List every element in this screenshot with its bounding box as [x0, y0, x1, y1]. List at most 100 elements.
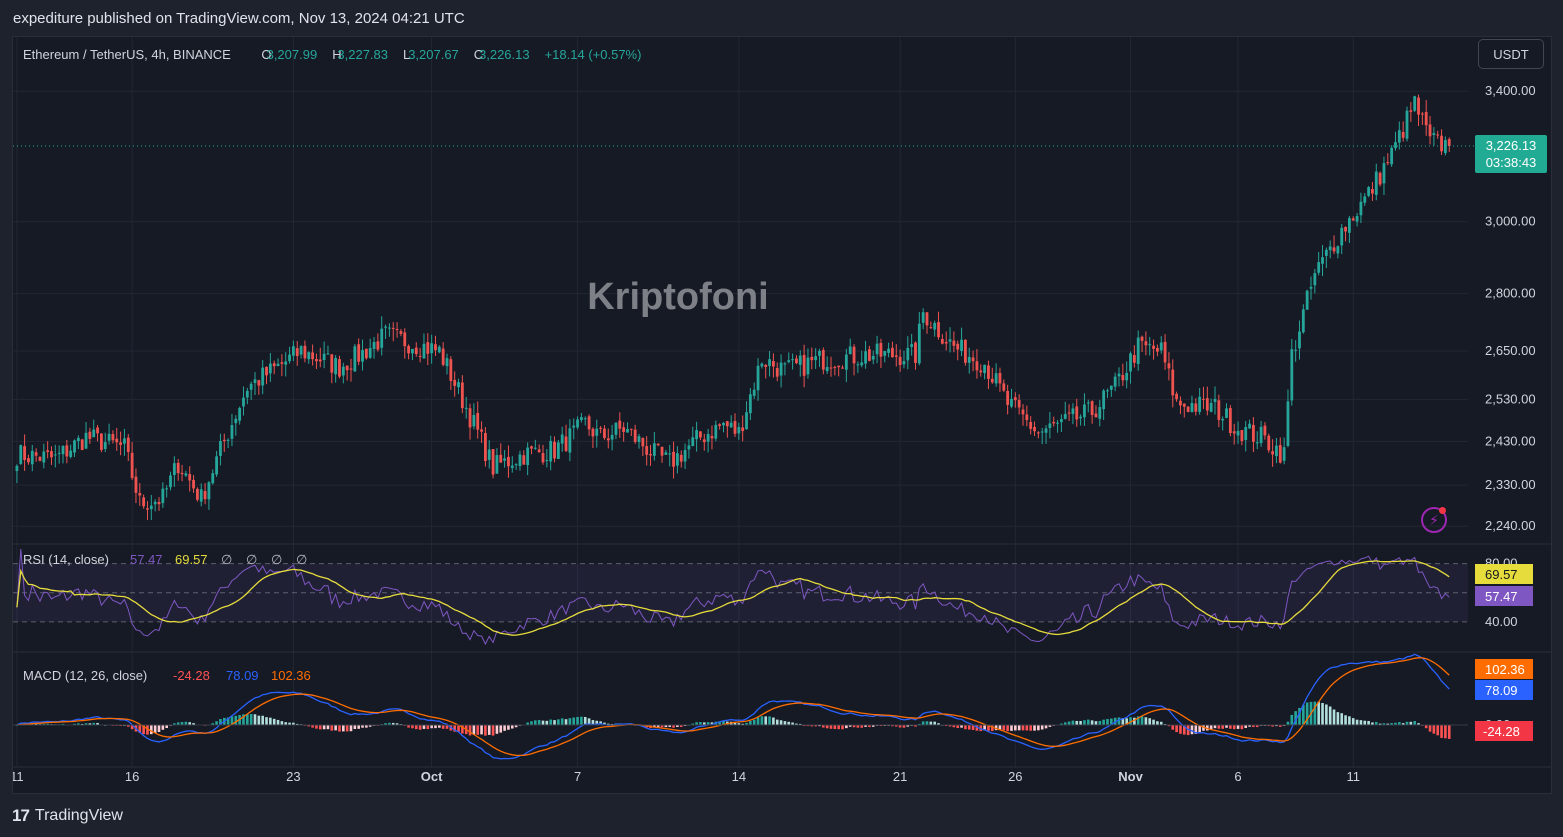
macd-hist-bar — [1236, 725, 1240, 729]
macd-hist-bar — [242, 714, 245, 725]
macd-hist-bar — [829, 725, 833, 729]
candle — [1240, 429, 1244, 446]
candle-body — [1217, 400, 1221, 420]
candle — [768, 351, 771, 377]
macd-hist-bar — [1067, 721, 1071, 725]
currency-button[interactable]: USDT — [1478, 39, 1544, 69]
candle — [453, 371, 457, 397]
macd-hist-bar — [1302, 704, 1305, 725]
macd-hist-bar — [276, 719, 280, 725]
candle — [902, 350, 906, 369]
candle — [810, 347, 814, 370]
candle — [1213, 386, 1217, 415]
candle-body — [1340, 227, 1344, 246]
candle — [1075, 398, 1079, 427]
candle — [614, 422, 618, 440]
macd-hist-bar — [983, 725, 986, 731]
candle-body — [1010, 398, 1013, 407]
candle — [138, 483, 142, 506]
candle — [1244, 420, 1248, 452]
macd-hist-bar — [1305, 702, 1309, 725]
candle-body — [1113, 376, 1117, 387]
chart-canvas[interactable]: Kriptofoni 3,226.13 03:38:43 3,400.00 3,000.… — [13, 37, 1551, 793]
candle-body — [1040, 431, 1044, 433]
macd-hist-bar — [576, 716, 579, 725]
candle-body — [668, 453, 672, 455]
candle — [1021, 404, 1025, 426]
candle-body — [234, 418, 238, 424]
macd-hist-bar — [1129, 717, 1132, 725]
macd-hist-bar — [126, 725, 130, 727]
macd-hist-bar — [810, 725, 814, 727]
candle-body — [1252, 424, 1255, 442]
chart-frame[interactable]: Kriptofoni 3,226.13 03:38:43 3,400.00 3,000.… — [12, 36, 1552, 794]
candle-body — [1083, 404, 1086, 418]
macd-hist-bar — [157, 725, 161, 732]
candle-body — [65, 445, 69, 457]
candle-body — [998, 372, 1002, 384]
candle-body — [1090, 401, 1094, 416]
candle — [856, 361, 860, 374]
alert-bolt-icon[interactable]: ⚡ — [1421, 507, 1447, 533]
candle-body — [445, 358, 449, 367]
candle — [172, 456, 176, 487]
candle — [560, 426, 564, 452]
candle-body — [1413, 96, 1417, 111]
macd-hist-bar — [1213, 725, 1217, 729]
price-legend: Ethereum / TetherUS, 4h, BINANCE O3,207.9… — [23, 47, 641, 62]
grid-lines — [13, 37, 1468, 767]
rsi-ma-line — [16, 560, 1450, 636]
candle-body — [1175, 393, 1178, 400]
candle-body — [741, 427, 745, 432]
candle-body — [837, 365, 841, 368]
candle — [641, 437, 645, 457]
candle — [1010, 388, 1013, 409]
candle — [722, 421, 725, 433]
candle-body — [702, 439, 706, 443]
macd-hist-bar — [384, 723, 387, 725]
candle — [280, 354, 284, 377]
candle-body — [353, 346, 357, 372]
candle-body — [952, 340, 956, 346]
rsi-tick-label: 40.00 — [1485, 614, 1518, 629]
candle — [388, 323, 391, 337]
candle-body — [1363, 196, 1367, 203]
candle-body — [176, 462, 180, 474]
candle — [514, 463, 518, 470]
candle-body — [1179, 400, 1182, 406]
macd-hist-bar — [1398, 722, 1401, 725]
candle-body — [937, 322, 940, 338]
candle — [1025, 405, 1029, 427]
candle — [1159, 336, 1163, 354]
candle — [61, 445, 65, 464]
macd-hist-bar — [772, 717, 775, 725]
candle-body — [1071, 408, 1075, 415]
candle — [695, 421, 698, 452]
candle — [368, 338, 372, 359]
macd-hist-bar — [591, 720, 595, 725]
macd-hist-bar — [864, 725, 867, 727]
macd-hist-bar — [595, 720, 599, 725]
macd-hist-bar — [795, 723, 798, 725]
macd-hist-bar — [526, 722, 529, 725]
macd-hist-bar — [249, 713, 253, 725]
candle-body — [722, 422, 725, 426]
candle-body — [960, 339, 963, 351]
candle — [80, 438, 84, 451]
macd-hist-bar — [710, 722, 714, 725]
macd-hist-bar — [557, 719, 560, 725]
candle — [1290, 338, 1294, 406]
candle — [1436, 130, 1440, 139]
footer-brand[interactable]: 17 TradingView — [12, 806, 123, 826]
macd-hist-bar — [1117, 717, 1121, 725]
candle — [1140, 335, 1144, 353]
candle — [395, 322, 399, 338]
macd-hist-bar — [330, 725, 334, 731]
macd-hist-bar — [756, 717, 760, 725]
candle — [1083, 393, 1086, 426]
candle-body — [219, 441, 222, 456]
macd-hist-bar — [902, 725, 906, 728]
candle — [868, 345, 871, 362]
candle — [718, 423, 722, 430]
candle-body — [280, 362, 284, 364]
